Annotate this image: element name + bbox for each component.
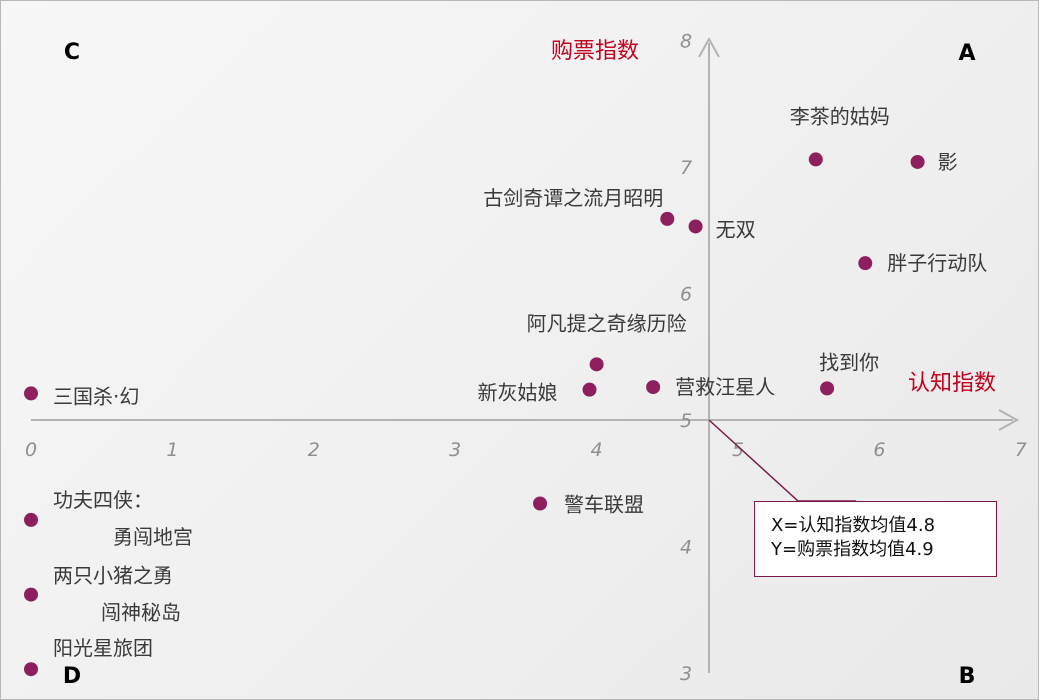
y-axis-title: 购票指数 [551,39,639,64]
data-point-label: 功夫四侠： [53,488,153,512]
x-tick-label: 2 [308,439,320,461]
data-point-label: 古剑奇谭之流月昭明 [483,186,663,210]
y-tick-label: 6 [680,284,692,306]
data-point [24,587,38,602]
data-point [808,152,823,167]
data-point [533,496,548,511]
data-point-label: 找到你 [819,350,879,374]
callout-mean-y: Y=购票指数均值4.9 [771,539,934,560]
data-point [688,219,703,234]
data-point-label-cont: 闯神秘岛 [101,601,181,625]
data-point-label: 两只小猪之勇 [53,564,173,588]
y-tick-label: 4 [680,537,692,559]
x-tick-label: 1 [166,439,178,461]
data-point-label: 影 [938,150,958,174]
quadrant-label-b: B [959,664,976,689]
data-point-label: 营救汪星人 [675,375,775,399]
data-point [858,256,873,271]
y-tick-label: 5 [680,410,692,432]
data-point [589,357,604,372]
data-point [24,512,38,527]
data-point-label: 胖子行动队 [887,251,987,275]
data-point [646,380,661,395]
x-tick-label: 4 [591,439,603,461]
data-point [910,154,925,169]
y-tick-label: 7 [680,157,692,179]
data-point [660,211,675,226]
quadrant-label-d: D [63,664,81,689]
x-tick-label: 6 [873,439,885,461]
quadrant-label-a: A [958,41,975,66]
data-point [24,662,38,677]
data-point-label: 阳光星旅团 [53,636,153,660]
data-point-label: 警车联盟 [564,492,644,516]
y-tick-label: 8 [680,31,692,53]
x-axis-arrow [998,409,1020,431]
y-tick-label: 3 [680,663,692,685]
x-tick-label: 3 [449,439,461,461]
x-tick-label: 0 [25,439,37,461]
data-point [582,382,597,397]
data-point [820,381,835,396]
data-point-label: 三国杀·幻 [53,384,139,408]
data-point-label: 新灰姑娘 [478,381,558,405]
mean-callout-box: X=认知指数均值4.8 Y=购票指数均值4.9 [754,501,997,577]
y-axis-arrow [698,36,720,58]
data-point-label-cont: 勇闯地宫 [113,525,193,549]
quadrant-label-c: C [64,40,80,65]
data-point-label: 李茶的姑妈 [790,104,890,128]
data-point-label: 阿凡提之奇缘历险 [527,311,687,335]
x-tick-label: 7 [1015,439,1027,461]
x-axis-title: 认知指数 [908,371,996,396]
data-point [24,386,38,401]
callout-mean-x: X=认知指数均值4.8 [771,515,936,536]
axes [31,36,1020,673]
data-point-label: 无双 [716,217,756,241]
